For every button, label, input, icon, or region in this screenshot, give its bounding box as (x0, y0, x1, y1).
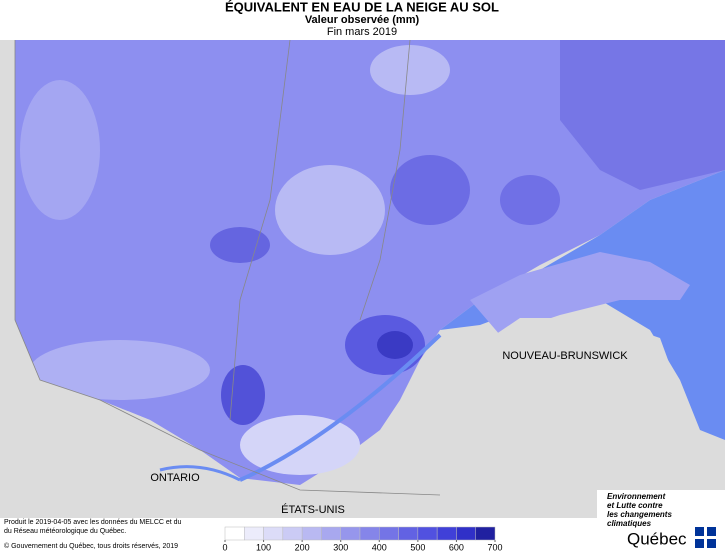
copyright: © Gouvernement du Québec, tous droits ré… (4, 542, 178, 550)
logo-line: Environnement (607, 492, 666, 501)
legend-swatch (456, 526, 476, 541)
legend-tick-label: 100 (256, 542, 271, 552)
credit-line: Produit le 2019-04-05 avec les données d… (4, 519, 182, 526)
legend-tick-label: 400 (372, 542, 387, 552)
new-brunswick (420, 318, 700, 505)
period: Fin mars 2019 (327, 26, 397, 38)
place-label: ÉTATS-UNIS (281, 503, 345, 516)
legend-tick-label: 600 (449, 542, 464, 552)
ottawa-river (159, 465, 241, 482)
place-label: ONTARIO (150, 472, 200, 484)
credit-line: du Réseau météorologique du Québec. (4, 528, 126, 535)
border (229, 39, 291, 421)
legend-swatch (321, 526, 341, 541)
legend-swatch (398, 526, 419, 541)
legend-swatch (436, 526, 457, 541)
gaspe-snow (470, 252, 690, 335)
title: ÉQUIVALENT EN EAU DE LA NEIGE AU SOL (225, 0, 499, 14)
legend-swatch (475, 526, 496, 541)
border (359, 39, 411, 321)
legend-swatch (244, 526, 264, 541)
logo-line: et Lutte contre (607, 501, 663, 510)
ontario (0, 320, 300, 518)
border (14, 40, 441, 496)
st-lawrence (239, 333, 442, 482)
legend-swatch (263, 526, 284, 541)
gulf (440, 170, 725, 440)
logo-line: les changements (607, 510, 672, 519)
legend-swatch (359, 526, 380, 541)
snow-dark (500, 175, 560, 225)
snow-region-north (560, 40, 725, 190)
legend: 0 100 200 300 400 500 600 700 (222, 526, 503, 552)
snow-dark (210, 227, 270, 263)
place-label: NOUVEAU-BRUNSWICK (502, 350, 628, 362)
snow-darkest (377, 331, 413, 359)
snow-dark (221, 365, 265, 425)
snow-light (20, 80, 100, 220)
legend-tick-label: 0 (222, 542, 227, 552)
map: NOUVEAU-BRUNSWICK ONTARIO ÉTATS-UNIS (0, 39, 725, 518)
legend-swatch (282, 526, 303, 541)
legend-tick-label: 700 (487, 542, 502, 552)
snow-light (275, 165, 385, 255)
snow-light (240, 415, 360, 475)
legend-tick-label: 300 (333, 542, 348, 552)
legend-swatch (417, 526, 438, 541)
legend-swatch (340, 526, 361, 541)
legend-tick-label: 200 (295, 542, 310, 552)
subtitle: Valeur observée (mm) (305, 14, 420, 26)
legend-swatch (379, 526, 399, 541)
snow-light (30, 340, 210, 400)
legend-tick-label: 500 (410, 542, 425, 552)
logo-flag (695, 527, 716, 548)
legend-swatch (224, 526, 245, 541)
snow-dark (390, 155, 470, 225)
logo-line: climatiques (607, 519, 652, 528)
legend-swatch (301, 526, 322, 541)
snow-light (370, 45, 450, 95)
logo-name: Québec (627, 529, 687, 548)
